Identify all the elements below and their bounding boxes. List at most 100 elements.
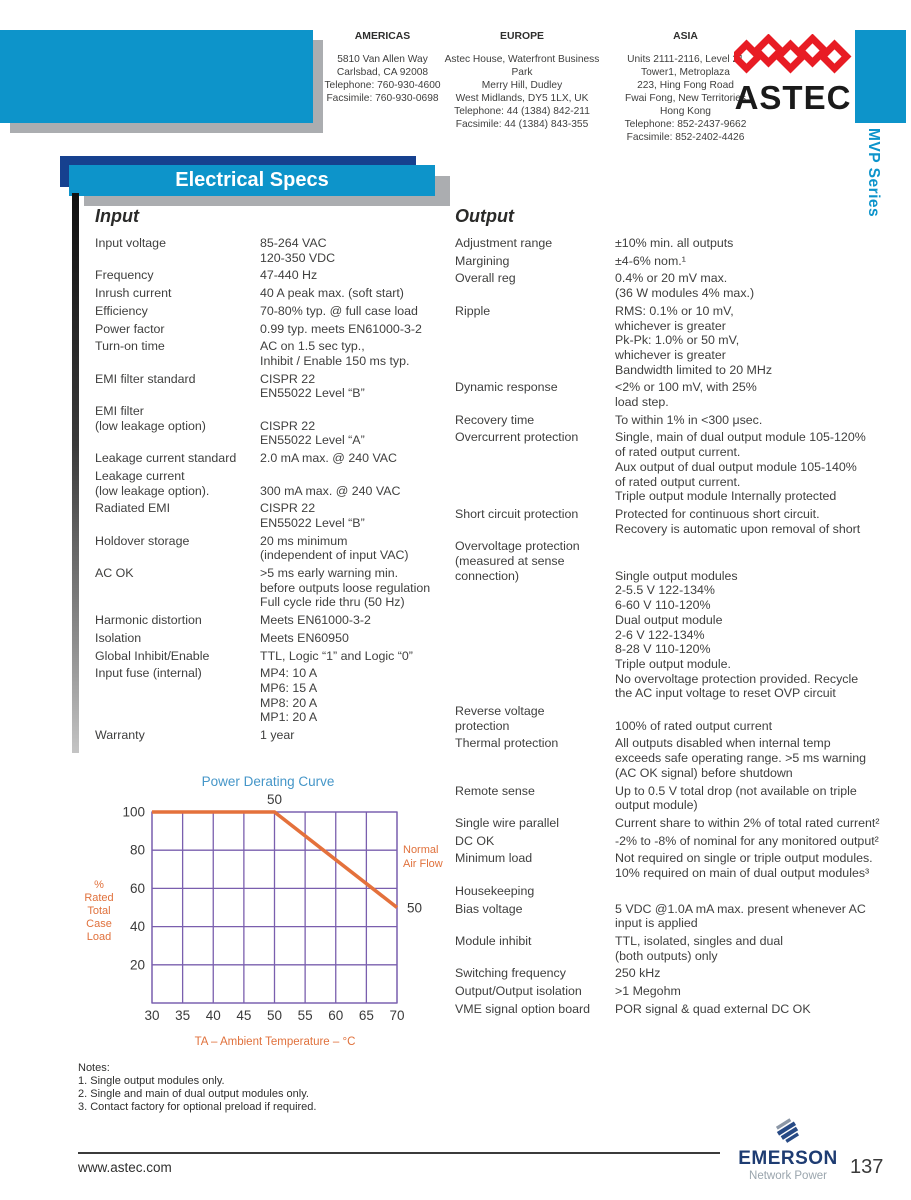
address-line: Astec House, Waterfront Business Park [444, 54, 600, 78]
power-derating-chart: Power Derating Curve 100 80 60 40 20 30 35 40 45 5… [75, 770, 445, 1060]
spec-label: EMI filter standard [95, 371, 196, 386]
spec-label: Adjustment range [455, 236, 553, 250]
spec-label: Input fuse (internal) [95, 666, 202, 681]
spec-row: Turn-on time AC on 1.5 sec typ., Inhibit /… [95, 339, 447, 368]
spec-row: Margining ±4-6% nom.¹ [455, 254, 890, 269]
spec-label: Remote sense [455, 783, 535, 798]
y-axis-label: Load [87, 931, 111, 943]
spec-value: Up to 0.5 V total drop (not available on… [615, 783, 857, 813]
spec-row: Module inhibit TTL, isolated, singles and… [455, 934, 890, 963]
y-tick-label: 20 [130, 957, 145, 972]
region-title: EUROPE [500, 31, 544, 42]
spec-label: EMI filter (low leakage option) [95, 404, 206, 433]
series-side-label: Normal [403, 844, 438, 856]
spec-row: Warranty 1 year [95, 728, 447, 743]
spec-row: Input voltage 85-264 VAC 120-350 VDC [95, 236, 447, 265]
spec-row: Output/Output isolation >1 Megohm [455, 984, 890, 999]
spec-label: Radiated EMI [95, 501, 171, 516]
address-line: Facsimile: 44 (1384) 843-355 [455, 119, 589, 130]
spec-label: Turn-on time [95, 339, 165, 354]
region-address: 5810 Van Allen Way Carlsbad, CA 92008 Tele… [300, 53, 465, 105]
address-line: Facsimile: 760-930-0698 [326, 93, 439, 104]
spec-value: 1 year [260, 728, 295, 743]
address-line: 5810 Van Allen Way [337, 54, 428, 65]
spec-label: Minimum load [455, 851, 533, 866]
footer-divider [78, 1152, 720, 1154]
address-line: Fwai Fong, New Territories [625, 93, 746, 104]
x-tick-label: 45 [236, 1008, 251, 1023]
x-tick-label: 50 [267, 1008, 282, 1023]
spec-label: Module inhibit [455, 933, 532, 948]
spec-row: Inrush current 40 A peak max. (soft start… [95, 286, 447, 301]
spec-row: VME signal option board POR signal & quad… [455, 1002, 890, 1017]
spec-label: Margining [455, 253, 510, 268]
address-line: Merry Hill, Dudley [481, 80, 563, 91]
region-title: AMERICAS [354, 31, 411, 42]
spec-label: Overvoltage protection (measured at sense… [455, 539, 580, 583]
address-line: 223, Hing Fong Road [637, 80, 734, 91]
spec-label: Short circuit protection [455, 506, 579, 521]
region-address: Units 2111-2116, Level 21 Tower1, Metropl… [608, 53, 763, 144]
spec-value: -2% to -8% of nominal for any monitored … [615, 833, 879, 848]
y-axis-label: Rated [84, 892, 113, 904]
spec-value: 250 kHz [615, 966, 661, 981]
input-specs-section: Input Input voltage 85-264 VAC 120-350 VDC… [95, 206, 447, 746]
spec-value: Single output modules 2-5.5 V 122-134% 6-6… [615, 568, 859, 701]
spec-label: Ripple [455, 303, 491, 318]
spec-value: CISPR 22 EN55022 Level “B” [260, 501, 365, 530]
spec-value: RMS: 0.1% or 10 mV, whichever is greater P… [615, 303, 773, 377]
note-item: 1. Single output modules only. [78, 1075, 225, 1087]
address-line: Telephone: 44 (1384) 842-211 [454, 106, 590, 117]
address-line: Units 2111-2116, Level 21 [627, 54, 744, 65]
series-label: MVP Series [865, 128, 882, 218]
spec-row: Leakage current (low leakage option). 300 … [95, 469, 447, 498]
spec-label: Reverse voltage protection [455, 704, 545, 733]
spec-row: Isolation Meets EN60950 [95, 631, 447, 646]
x-tick-label: 30 [144, 1008, 159, 1023]
spec-row: Recovery time To within 1% in <300 μsec. [455, 413, 890, 428]
section-banner: Electrical Specs [69, 165, 435, 196]
spec-value: >1 Megohm [615, 984, 681, 999]
spec-row: Housekeeping [455, 884, 890, 899]
spec-row: Overall reg 0.4% or 20 mV max. (36 W modul… [455, 271, 890, 300]
spec-value: <2% or 100 mV, with 25% load step. [615, 380, 757, 410]
spec-label: Power factor [95, 321, 165, 336]
address-line: Carlsbad, CA 92008 [336, 67, 429, 78]
note-item: 3. Contact factory for optional preload … [78, 1101, 317, 1113]
spec-row: Holdover storage 20 ms minimum (independen… [95, 534, 447, 563]
astec-logo: ASTEC [729, 33, 853, 114]
input-spec-rows: Input voltage 85-264 VAC 120-350 VDC Freque… [95, 236, 447, 743]
left-accent-bar [72, 193, 79, 753]
spec-label: Input voltage [95, 236, 166, 250]
spec-value: Protected for continuous short circuit. R… [615, 506, 861, 536]
spec-row: DC OK -2% to -8% of nominal for any monit… [455, 834, 890, 849]
x-tick-label: 35 [175, 1008, 190, 1023]
spec-value: 40 A peak max. (soft start) [260, 286, 404, 301]
spec-label: Global Inhibit/Enable [95, 648, 210, 663]
spec-row: Dynamic response <2% or 100 mV, with 25% l… [455, 380, 890, 409]
output-spec-rows: Adjustment range ±10% min. all outputs Mar… [455, 236, 890, 1016]
spec-row: Bias voltage 5 VDC @1.0A mA max. present … [455, 902, 890, 931]
x-tick-label: 70 [389, 1008, 404, 1023]
spec-label: Leakage current (low leakage option). [95, 468, 210, 498]
spec-value: 100% of rated output current [615, 718, 773, 733]
website-link[interactable]: www.astec.com [78, 1160, 172, 1175]
spec-value: 2.0 mA max. @ 240 VAC [260, 451, 397, 466]
address-line: Tower1, Metroplaza [641, 67, 730, 78]
spec-label: Overcurrent protection [455, 430, 579, 445]
spec-row: Minimum load Not required on single or tr… [455, 851, 890, 880]
spec-row: Single wire parallel Current share to wit… [455, 816, 890, 831]
page-number: 137 [850, 1156, 884, 1178]
contact-region: ASIA Units 2111-2116, Level 21 Tower1, Me… [608, 30, 763, 144]
spec-value: 300 mA max. @ 240 VAC [260, 483, 401, 498]
spec-value: Current share to within 2% of total rate… [615, 815, 880, 830]
spec-row: Efficiency 70-80% typ. @ full case load [95, 304, 447, 319]
address-line: Telephone: 852-2437-9662 [624, 119, 747, 130]
spec-value: POR signal & quad external DC OK [615, 1001, 811, 1016]
address-line: Facsimile: 852-2402-4426 [626, 132, 745, 143]
y-tick-label: 80 [130, 843, 145, 858]
spec-label: Inrush current [95, 286, 172, 301]
data-annotation: 50 [407, 901, 422, 916]
power-derating-chart-svg: Power Derating Curve 100 80 60 40 20 30 35 40 45 5… [84, 774, 442, 1048]
